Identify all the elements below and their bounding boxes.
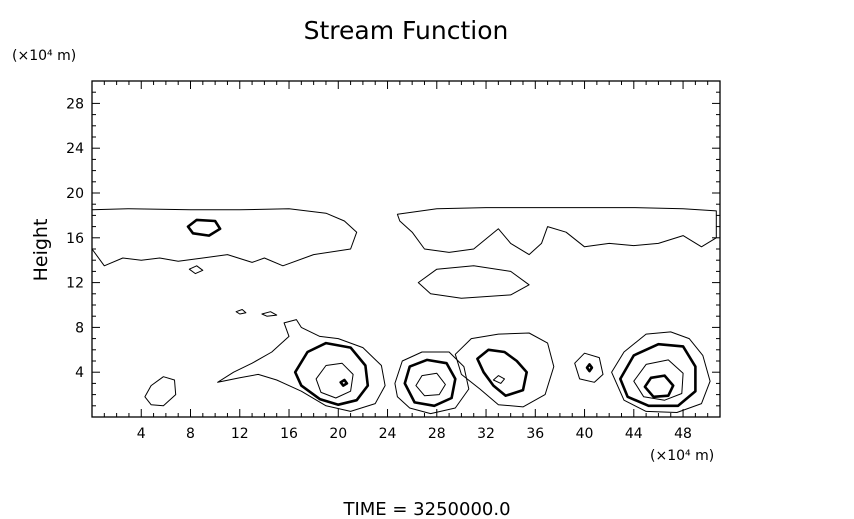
contour-island-1: [235, 309, 247, 315]
x-tick-label: 44: [625, 426, 643, 442]
contour-lower-large: [217, 319, 386, 412]
x-tick-label: 40: [576, 426, 594, 442]
contour-cell-a-inner: [315, 362, 354, 399]
y-tick-label: 28: [66, 96, 84, 112]
contour-cell-c-inner: [492, 375, 505, 384]
y-axis-label: Height: [30, 219, 52, 282]
contour-small-cell-1: [186, 218, 222, 237]
contour-cell-b-inner: [415, 372, 446, 397]
time-footer: TIME = 3250000.0: [342, 499, 510, 519]
y-tick-labels: 4 8 12 16 20 24 28: [66, 96, 84, 381]
y-tick-label: 16: [66, 231, 84, 247]
y-tick-label: 24: [66, 141, 84, 157]
axis-ticks: [92, 81, 720, 417]
contour-small-cell-2: [188, 265, 204, 275]
contour-cell-d-outer: [574, 352, 604, 383]
x-tick-label: 32: [477, 426, 495, 442]
chart-title: Stream Function: [304, 16, 509, 45]
contour-cell-b-mid: [403, 358, 457, 408]
y-tick-label: 4: [75, 365, 84, 381]
contour-cell-a-mid: [293, 341, 370, 407]
contour-cell-f: [144, 376, 177, 407]
y-tick-label: 12: [66, 276, 84, 292]
contour-cell-b-outer: [394, 351, 470, 415]
y-tick-label: 20: [66, 186, 84, 202]
x-tick-label: 48: [674, 426, 692, 442]
x-tick-label: 12: [231, 426, 249, 442]
contour-island-2: [261, 311, 278, 317]
plot-frame: [91, 80, 721, 418]
x-tick-label: 20: [329, 426, 347, 442]
contour-upper-band: [91, 208, 358, 267]
contour-cell-e-outer: [611, 331, 711, 413]
contour-cell-c-outer: [454, 332, 555, 408]
contour-cell-c-mid: [476, 348, 529, 398]
y-unit-label: (×10⁴ m): [12, 48, 76, 64]
contour-mid-cell: [417, 265, 530, 299]
contour-cell-e-mid1: [618, 342, 697, 408]
x-tick-labels: 4 8 12 16 20 24 28 32 36 40 44 48: [137, 426, 692, 442]
x-tick-label: 36: [526, 426, 544, 442]
x-tick-label: 28: [428, 426, 446, 442]
contour-upper-band-right: [396, 207, 717, 256]
x-tick-label: 4: [137, 426, 146, 442]
x-tick-label: 8: [186, 426, 195, 442]
x-tick-label: 16: [280, 426, 298, 442]
contour-cell-e-inner: [643, 374, 675, 399]
contour-cell-a-core: [339, 378, 349, 387]
contour-cell-e-mid2: [633, 359, 684, 401]
contour-cell-d-core: [585, 363, 594, 373]
contour-lines: [91, 207, 717, 415]
x-tick-label: 24: [379, 426, 397, 442]
x-unit-label: (×10⁴ m): [650, 448, 714, 464]
y-tick-label: 8: [75, 320, 84, 336]
